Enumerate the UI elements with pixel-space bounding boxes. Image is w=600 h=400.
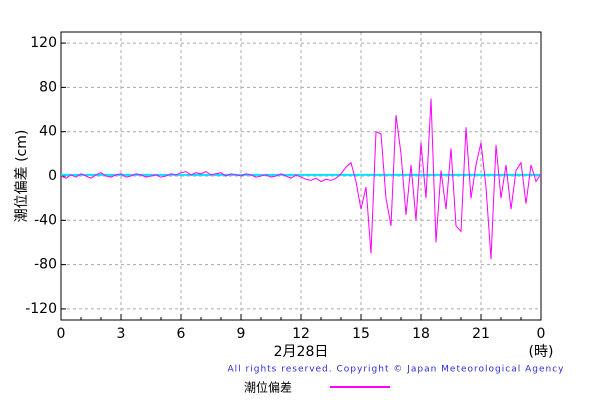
- x-tick-label: 21: [472, 326, 490, 342]
- x-unit: (時): [529, 344, 554, 360]
- y-tick-label: 80: [39, 79, 57, 95]
- x-tick-label: 6: [177, 326, 186, 342]
- y-tick-label: -40: [34, 212, 57, 228]
- y-tick-label: -80: [34, 257, 57, 273]
- data-line: [60, 98, 542, 260]
- y-tick-label: 0: [48, 168, 57, 184]
- x-tick-label: 15: [352, 326, 370, 342]
- x-tick-label: 3: [117, 326, 126, 342]
- x-axis-label: 2月28日: [274, 344, 329, 360]
- copyright: All rights reserved. Copyright © Japan M…: [228, 365, 565, 375]
- x-tick-label: 0: [57, 326, 66, 342]
- y-tick-label: -120: [25, 301, 57, 317]
- y-tick-label: 120: [30, 35, 57, 51]
- y-axis-label: 潮位偏差 (cm): [14, 130, 30, 223]
- x-tick-label: 9: [237, 326, 246, 342]
- x-tick-label: 12: [292, 326, 310, 342]
- x-tick-label: 0: [537, 326, 546, 342]
- legend-label: 潮位偏差: [244, 380, 292, 395]
- y-tick-label: 40: [39, 124, 57, 140]
- x-tick-label: 18: [412, 326, 430, 342]
